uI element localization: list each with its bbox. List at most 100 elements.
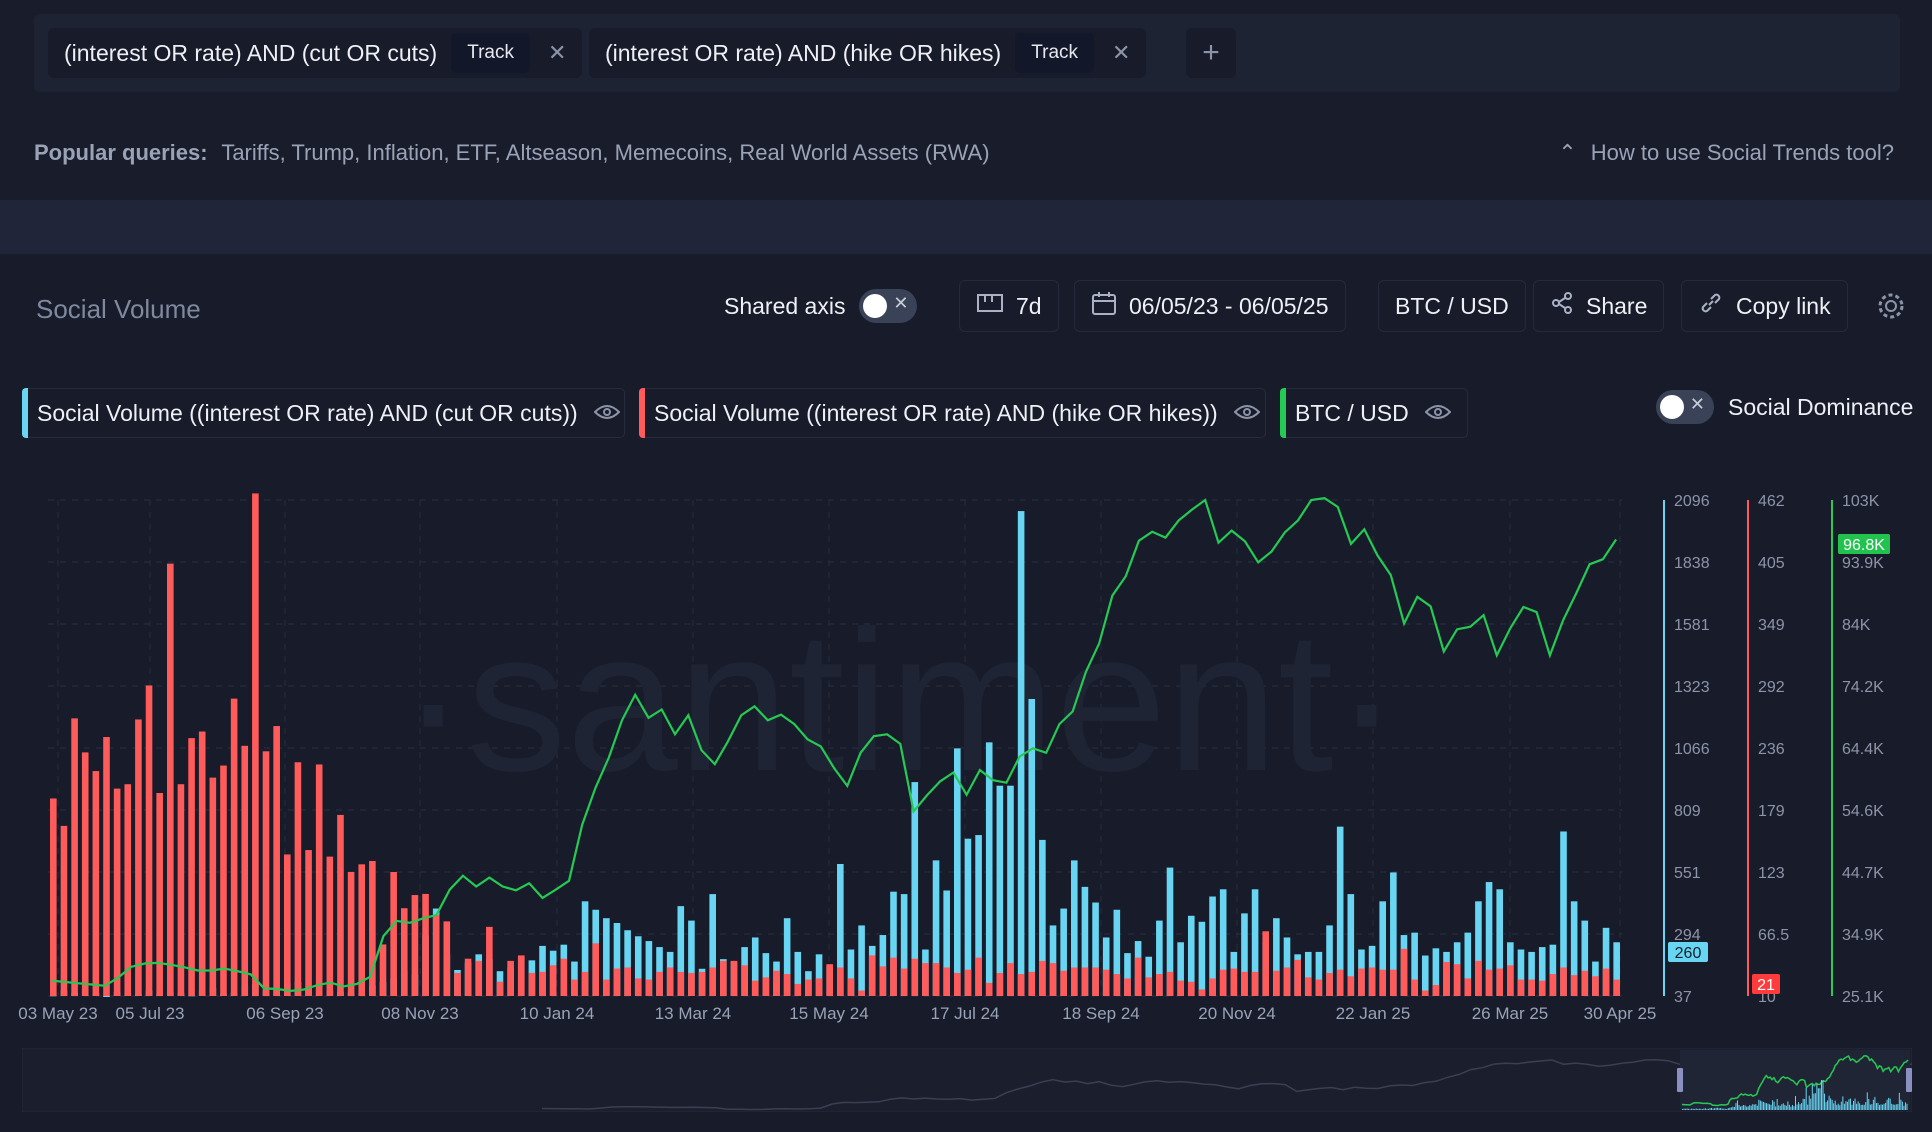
bar-cut: [1219, 889, 1227, 996]
close-icon[interactable]: ✕: [548, 40, 567, 65]
query-text: (interest OR rate) AND (cut OR cuts): [64, 39, 438, 66]
bar-cut: [900, 894, 908, 996]
copy-link-button[interactable]: Copy link: [1681, 280, 1848, 332]
social-dominance-toggle[interactable]: ✕: [1656, 390, 1714, 424]
bar-hike: [1039, 960, 1046, 996]
navigator-bar: [1682, 1109, 1683, 1110]
gear-icon[interactable]: [1876, 280, 1906, 332]
social-dominance-label: Social Dominance: [1728, 393, 1914, 420]
eye-icon[interactable]: [1233, 400, 1261, 427]
bar-cut: [943, 890, 950, 996]
bar-cut: [1283, 937, 1291, 996]
x-tick-label: 17 Jul 24: [931, 1004, 1000, 1023]
bar-hike: [1273, 970, 1280, 996]
bar-hike: [1464, 978, 1472, 996]
bar-hike: [805, 979, 812, 996]
legend-cut[interactable]: Social Volume ((interest OR rate) AND (c…: [22, 388, 625, 438]
track-button[interactable]: Track: [1015, 33, 1095, 73]
navigator-handle-right: [1906, 1068, 1912, 1092]
bar-cut: [645, 941, 653, 996]
close-icon[interactable]: ✕: [1112, 40, 1131, 65]
bar-cut: [1570, 901, 1578, 996]
interval-label: 7d: [1016, 292, 1042, 319]
y-tick-label: 64.4K: [1842, 741, 1884, 758]
navigator-bar: [1791, 1104, 1793, 1110]
bar-hike: [1453, 964, 1461, 996]
chevron-up-icon: ⌃: [1558, 140, 1577, 165]
bar-hike: [347, 872, 355, 996]
eye-icon[interactable]: [593, 400, 621, 427]
bar-hike: [900, 968, 908, 996]
bar-cut: [1326, 925, 1333, 996]
popular-items[interactable]: Tariffs, Trump, Inflation, ETF, Altseaso…: [221, 140, 990, 165]
social-volume-chart[interactable]: ·santiment· 03 May 23 05 Jul 23 06 Sep 23 08…: [0, 480, 1932, 1040]
navigator-bar: [1830, 1098, 1832, 1110]
bar-hike: [305, 850, 312, 996]
navigator-bar: [1758, 1099, 1760, 1110]
bar-hike: [103, 737, 110, 996]
bar-hike: [1358, 968, 1365, 996]
bar-hike: [507, 960, 514, 996]
bar-hike: [379, 944, 387, 996]
bar-hike: [1592, 976, 1599, 996]
navigator-frame: [22, 1048, 1912, 1112]
range-navigator[interactable]: [22, 1048, 1912, 1112]
bar-hike: [624, 967, 631, 996]
share-icon: [1550, 291, 1574, 321]
shared-axis-label: Shared axis: [724, 292, 846, 319]
bar-hike: [837, 967, 844, 996]
navigator-bar: [1862, 1104, 1864, 1110]
y-tick-label: 2096: [1674, 493, 1710, 510]
legend-btc[interactable]: BTC / USD: [1280, 388, 1468, 438]
query-chip-cut[interactable]: (interest OR rate) AND (cut OR cuts) Tra…: [48, 28, 583, 78]
add-query-button[interactable]: +: [1186, 28, 1236, 78]
navigator-bar: [1795, 1096, 1796, 1110]
navigator-bar: [1822, 1080, 1824, 1110]
navigator-bar: [1804, 1099, 1806, 1110]
social-dominance-control[interactable]: ✕ Social Dominance: [1656, 390, 1913, 424]
navigator-bar: [1712, 1108, 1714, 1110]
bar-hike: [656, 971, 663, 996]
eye-icon[interactable]: [1424, 400, 1452, 427]
last-value-badge: [1752, 974, 1780, 994]
bar-hike: [1304, 977, 1312, 996]
legend-hike[interactable]: Social Volume ((interest OR rate) AND (h…: [639, 388, 1266, 438]
query-chip-hike[interactable]: (interest OR rate) AND (hike OR hikes) T…: [589, 28, 1147, 78]
bar-hike: [443, 921, 451, 996]
bar-cut: [1304, 951, 1312, 996]
share-label: Share: [1586, 292, 1648, 319]
bar-cut: [1113, 909, 1121, 996]
bar-cut: [103, 996, 110, 997]
share-button[interactable]: Share: [1533, 280, 1665, 332]
interval-control[interactable]: 7d: [959, 280, 1059, 332]
y-tick-label: 34.9K: [1842, 927, 1884, 944]
y-tick-label: 179: [1758, 803, 1785, 820]
shared-axis-control[interactable]: Shared axis ✕: [724, 280, 918, 332]
track-button[interactable]: Track: [451, 33, 530, 73]
navigator-bar: [1732, 1106, 1734, 1110]
bar-hike: [1368, 967, 1376, 996]
bar-hike: [890, 957, 897, 996]
navigator-bar: [1857, 1101, 1859, 1110]
how-to-label: How to use Social Trends tool?: [1590, 140, 1894, 165]
navigator-bar: [1827, 1100, 1829, 1110]
navigator-bar: [1729, 1107, 1731, 1110]
last-value-label: 260: [1675, 945, 1702, 962]
bar-hike: [113, 788, 121, 996]
bar-cut: [815, 954, 823, 996]
navigator-bar: [1741, 1105, 1743, 1110]
x-tick-label: 05 Jul 23: [116, 1004, 185, 1023]
bar-cut: [783, 918, 791, 996]
navigator-bar: [1761, 1101, 1763, 1110]
how-to-link[interactable]: ⌃ How to use Social Trends tool?: [1558, 140, 1894, 166]
bar-cut: [1166, 867, 1174, 996]
date-range-control[interactable]: 06/05/23 - 06/05/25: [1074, 280, 1346, 332]
last-value-label: 96.8K: [1843, 537, 1885, 554]
pair-control[interactable]: BTC / USD: [1378, 280, 1526, 332]
chart-title: Social Volume: [36, 294, 201, 324]
navigator-bar: [1747, 1106, 1749, 1110]
bar-hike: [156, 792, 163, 996]
bar-hike: [283, 854, 291, 996]
shared-axis-toggle[interactable]: ✕: [859, 289, 918, 323]
navigator-bar: [1781, 1104, 1783, 1110]
